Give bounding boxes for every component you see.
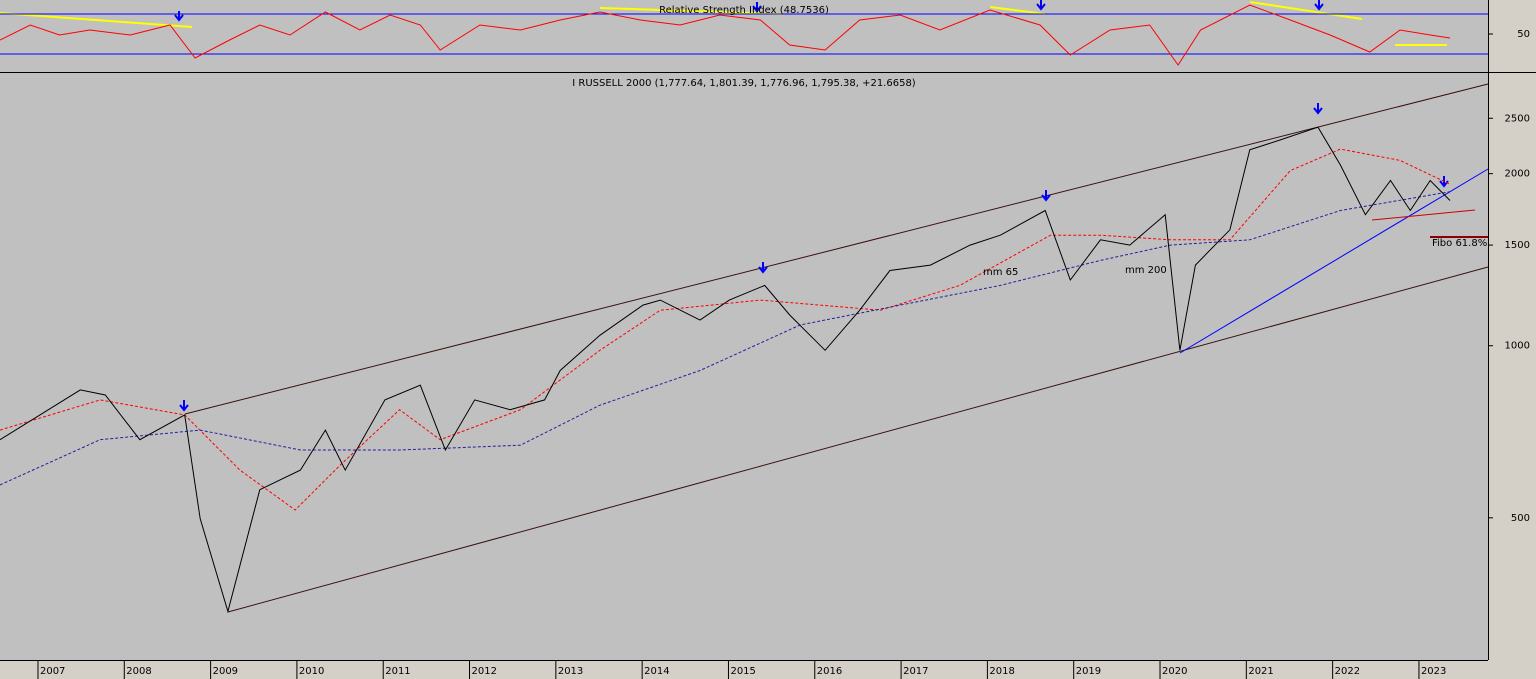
x-tick-label: 2010: [299, 666, 324, 677]
arrow: [1314, 0, 1324, 11]
x-tick-label: 2020: [1162, 666, 1187, 677]
x-tick-label: 2016: [817, 666, 842, 677]
channel-bottom: [227, 266, 1489, 613]
signal-arrows: [174, 0, 1449, 412]
arrow: [752, 2, 762, 13]
x-tick-label: 2023: [1421, 666, 1446, 677]
x-tick-label: 2008: [126, 666, 151, 677]
x-tick-label: 2018: [989, 666, 1014, 677]
base-line: [1371, 209, 1476, 221]
y-tick-label: 50: [1517, 29, 1530, 40]
arrow: [1313, 103, 1323, 115]
trend-lines: [0, 1, 1489, 613]
x-tick-label: 2015: [730, 666, 755, 677]
annotation: Fibo 61.8%: [1432, 238, 1487, 249]
arrow: [758, 262, 768, 274]
channel-top: [184, 83, 1489, 415]
y-tick-label: 2500: [1505, 113, 1530, 124]
x-tick-label: 2021: [1248, 666, 1273, 677]
y-tick-label: 1500: [1505, 240, 1530, 251]
price-line: [0, 126, 1451, 614]
x-tick-label: 2014: [644, 666, 669, 677]
y-tick-label: 1000: [1505, 341, 1530, 352]
arrow: [1036, 0, 1046, 11]
arrow: [179, 400, 189, 412]
x-axis-area: [0, 660, 1536, 679]
x-tick-label: 2011: [385, 666, 410, 677]
y-tick-label: 500: [1511, 513, 1530, 524]
price-line: [0, 4, 1451, 66]
legend-label: mm 200: [1125, 265, 1167, 276]
arrow: [1041, 190, 1051, 202]
moving-average: [0, 191, 1451, 486]
legend-label: mm 65: [983, 267, 1018, 278]
rsi-trend: [599, 7, 783, 15]
right-axis-area: [1488, 0, 1536, 679]
x-tick-label: 2012: [472, 666, 497, 677]
rsi-trend: [989, 6, 1046, 15]
x-tick-label: 2017: [903, 666, 928, 677]
y-tick-label: 2000: [1505, 169, 1530, 180]
arrow: [174, 11, 184, 22]
x-tick-label: 2019: [1076, 666, 1101, 677]
rsi-trend: [0, 12, 193, 28]
x-tick-label: 2013: [558, 666, 583, 677]
x-tick-label: 2009: [213, 666, 238, 677]
chart-title: Relative Strength Index (48.7536): [659, 5, 829, 16]
x-tick-label: 2007: [40, 666, 65, 677]
rsi-trend: [1249, 1, 1363, 20]
x-tick-label: 2022: [1335, 666, 1360, 677]
moving-average: [0, 148, 1451, 511]
support-line: [1179, 168, 1489, 354]
chart-title: I RUSSELL 2000 (1,777.64, 1,801.39, 1,77…: [572, 78, 916, 89]
